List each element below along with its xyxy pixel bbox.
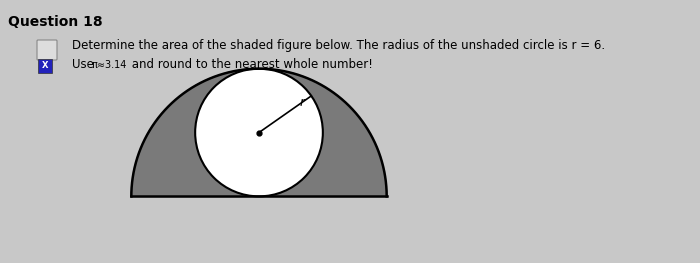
Polygon shape [132,69,386,196]
Text: Determine the area of the shaded figure below. The radius of the unshaded circle: Determine the area of the shaded figure … [72,39,605,52]
Text: π≈3.14: π≈3.14 [92,60,127,70]
Text: and round to the nearest whole number!: and round to the nearest whole number! [128,58,373,71]
Text: X: X [42,62,48,70]
Circle shape [195,69,323,196]
Text: Use: Use [72,58,97,71]
Text: Question 18: Question 18 [8,15,103,29]
FancyBboxPatch shape [37,40,57,60]
FancyBboxPatch shape [38,59,52,73]
Text: r: r [300,96,305,109]
